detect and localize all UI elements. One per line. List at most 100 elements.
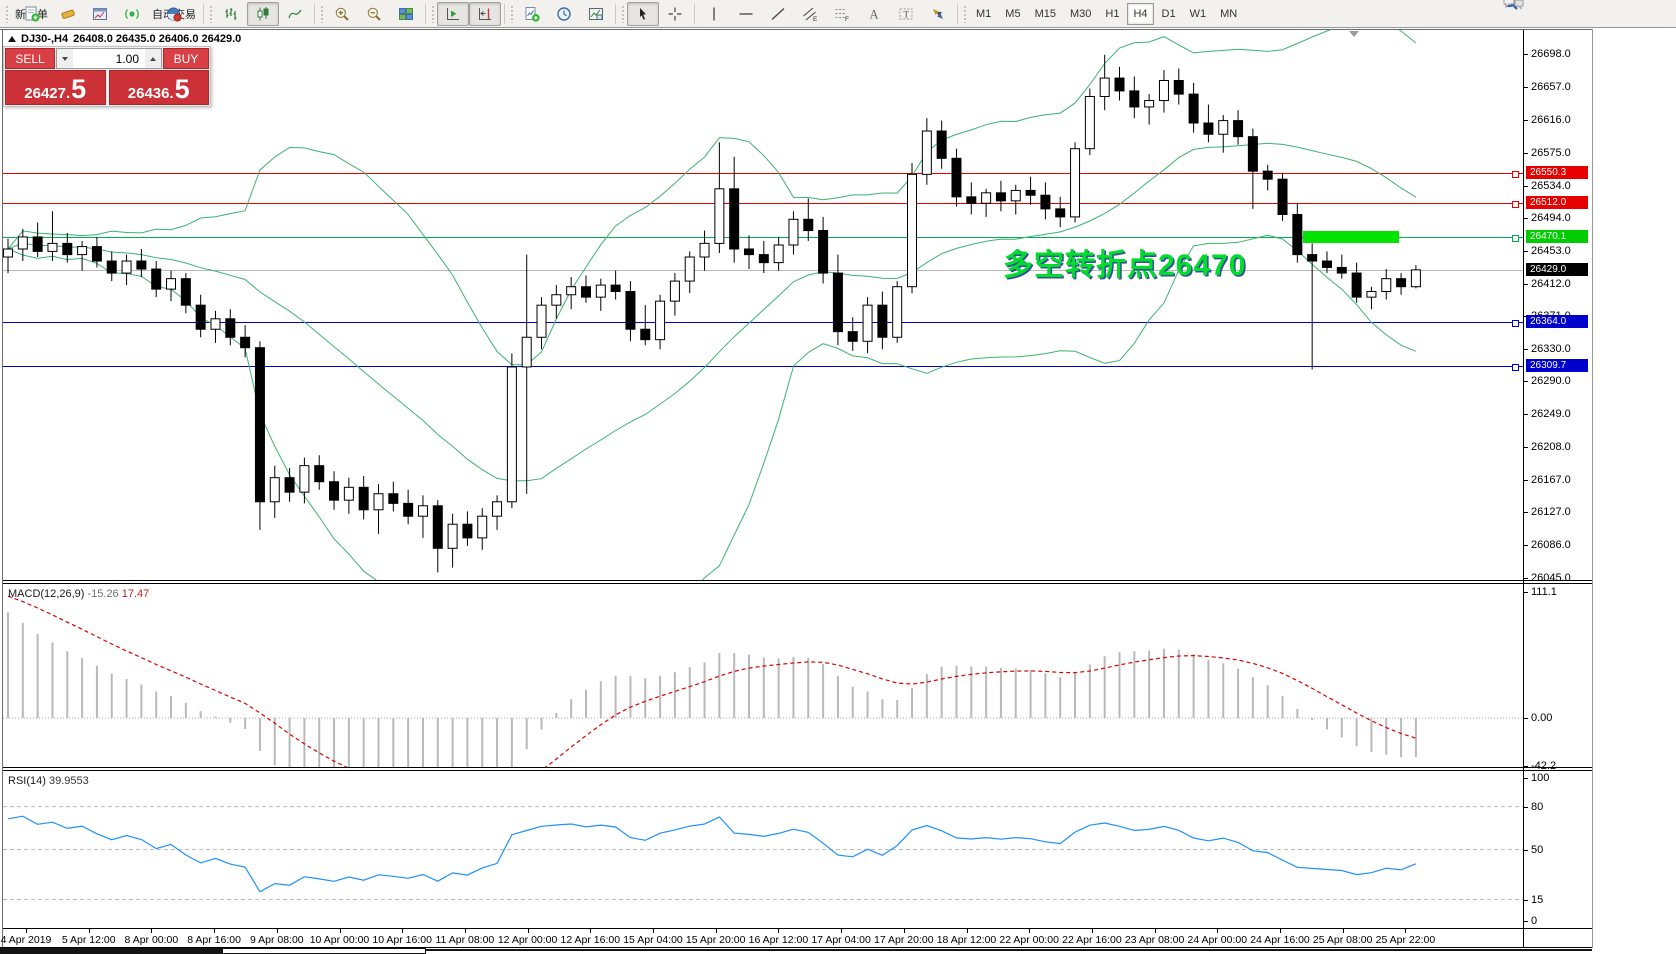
candle-bull (1218, 120, 1229, 135)
timeframe-W1[interactable]: W1 (1189, 7, 1207, 20)
profiles-button[interactable] (84, 2, 116, 26)
auto-trading-icon (167, 7, 182, 21)
level-line-26364.0[interactable] (3, 322, 1523, 323)
date-axis-tick (151, 929, 153, 933)
level-handle[interactable] (1512, 201, 1519, 208)
level-price-tag[interactable]: 26512.0 (1526, 196, 1588, 209)
candle-bear (180, 278, 191, 306)
candle-bear (1336, 266, 1347, 274)
periods-button[interactable] (548, 2, 580, 26)
candle-bear (818, 230, 829, 274)
buy-button[interactable]: BUY (163, 48, 209, 69)
styles-button[interactable] (52, 2, 84, 26)
fibonacci-tool[interactable]: F (826, 2, 858, 26)
buy-price-box[interactable]: 26436. 5 (108, 70, 209, 105)
volume-spinner[interactable]: 1.00 (56, 48, 162, 69)
timeframe-H4[interactable]: H4 (1127, 2, 1154, 25)
volume-value[interactable]: 1.00 (115, 51, 139, 66)
date-axis-tick (464, 929, 466, 933)
candlestick-chart-button[interactable] (247, 1, 279, 26)
candle-bull (1366, 291, 1377, 298)
templates-button[interactable] (580, 2, 612, 26)
timeframe-MN[interactable]: MN (1220, 7, 1238, 20)
price-axis-tick (1523, 381, 1528, 382)
candle-bear (254, 347, 265, 503)
date-axis-tick (1342, 929, 1344, 933)
main-macd-splitter-2[interactable] (3, 583, 1592, 584)
arrows-dropdown-caret[interactable] (936, 11, 942, 16)
timeframe-M5[interactable]: M5 (1005, 7, 1021, 20)
chart-annotation-text[interactable]: 多空转折点26470 (1003, 249, 1247, 282)
level-highlight-bar[interactable] (1303, 231, 1399, 243)
collapse-panel-icon[interactable] (8, 36, 16, 42)
main-macd-splitter[interactable] (3, 580, 1592, 581)
bar-chart-button[interactable] (215, 2, 247, 26)
zoom-in-button[interactable] (326, 2, 358, 26)
chart-window-top-border (0, 29, 1592, 30)
cursor-button[interactable] (627, 1, 659, 26)
level-price-tag[interactable]: 26470.1 (1526, 230, 1588, 243)
signals-button[interactable] (116, 2, 148, 26)
timeframe-M30[interactable]: M30 (1069, 7, 1092, 20)
date-axis-tick (778, 929, 780, 933)
new-order-button[interactable]: 新订单 (11, 2, 52, 26)
sell-price-box[interactable]: 26427. 5 (5, 70, 106, 105)
auto-scroll-button[interactable] (437, 1, 469, 26)
timeframe-D1[interactable]: D1 (1161, 7, 1176, 20)
candle-bear (803, 218, 814, 232)
candle-bull (506, 366, 517, 503)
level-handle[interactable] (1512, 171, 1519, 178)
crosshair-button[interactable] (659, 2, 691, 26)
price-axis-tick (1523, 251, 1528, 252)
candle-bear (32, 236, 43, 252)
text-label-icon: T (899, 8, 913, 19)
macd-rsi-splitter[interactable] (3, 767, 1592, 768)
level-handle[interactable] (1512, 364, 1519, 371)
trendline-tool[interactable] (762, 2, 794, 26)
zoom-out-button[interactable] (358, 2, 390, 26)
rsi-line (7, 815, 1417, 893)
tile-windows-button[interactable] (390, 2, 422, 26)
level-handle[interactable] (1512, 320, 1519, 327)
candle-bull (417, 505, 428, 517)
toolbar-grip (5, 4, 9, 23)
timeframe-M15[interactable]: M15 (1034, 7, 1056, 20)
macd-rsi-splitter-2[interactable] (3, 770, 1592, 771)
chart-shift-button[interactable] (469, 1, 501, 26)
current-price-tag[interactable]: 26429.0 (1526, 263, 1588, 276)
community-chat-icon[interactable] (1502, 0, 1526, 12)
sell-button[interactable]: SELL (5, 48, 55, 69)
level-price-tag[interactable]: 26309.7 (1526, 359, 1588, 372)
arrows-tool[interactable] (922, 2, 954, 26)
rsi-panel[interactable] (3, 771, 1523, 928)
chart-shift-marker[interactable] (1349, 31, 1359, 37)
equidistant-channel-tool[interactable]: E (794, 2, 826, 26)
candle-bear (1292, 213, 1303, 256)
candle-bull (121, 260, 132, 274)
level-handle[interactable] (1512, 235, 1519, 242)
indicators-button[interactable] (516, 2, 548, 26)
candle-bull (373, 493, 384, 511)
timeframe-M1[interactable]: M1 (976, 7, 992, 20)
level-line-26309.7[interactable] (3, 366, 1523, 367)
level-price-tag[interactable]: 26364.0 (1526, 315, 1588, 328)
volume-increase-button[interactable] (145, 49, 161, 68)
level-line-26512.0[interactable] (3, 203, 1523, 204)
price-axis-tick (1523, 87, 1528, 88)
text-label-tool[interactable]: T (890, 2, 922, 26)
level-line-26470.1[interactable] (3, 237, 1523, 238)
volume-decrease-button[interactable] (57, 49, 73, 68)
level-line-26550.3[interactable] (3, 173, 1523, 174)
main-price-chart[interactable] (3, 30, 1523, 580)
vertical-line-tool[interactable] (698, 2, 730, 26)
timeframe-H1[interactable]: H1 (1105, 7, 1120, 20)
level-price-tag[interactable]: 26550.3 (1526, 166, 1588, 179)
text-tool[interactable]: A (858, 2, 890, 26)
price-axis-tick (1523, 512, 1528, 513)
price-axis-label: 26494.0 (1531, 212, 1571, 224)
date-axis-label: 24 Apr 16:00 (1250, 934, 1310, 946)
line-chart-button[interactable] (279, 2, 311, 26)
macd-panel[interactable] (3, 584, 1523, 767)
horizontal-line-tool[interactable] (730, 2, 762, 26)
auto-trading-button[interactable]: 自动交易 (148, 2, 200, 26)
